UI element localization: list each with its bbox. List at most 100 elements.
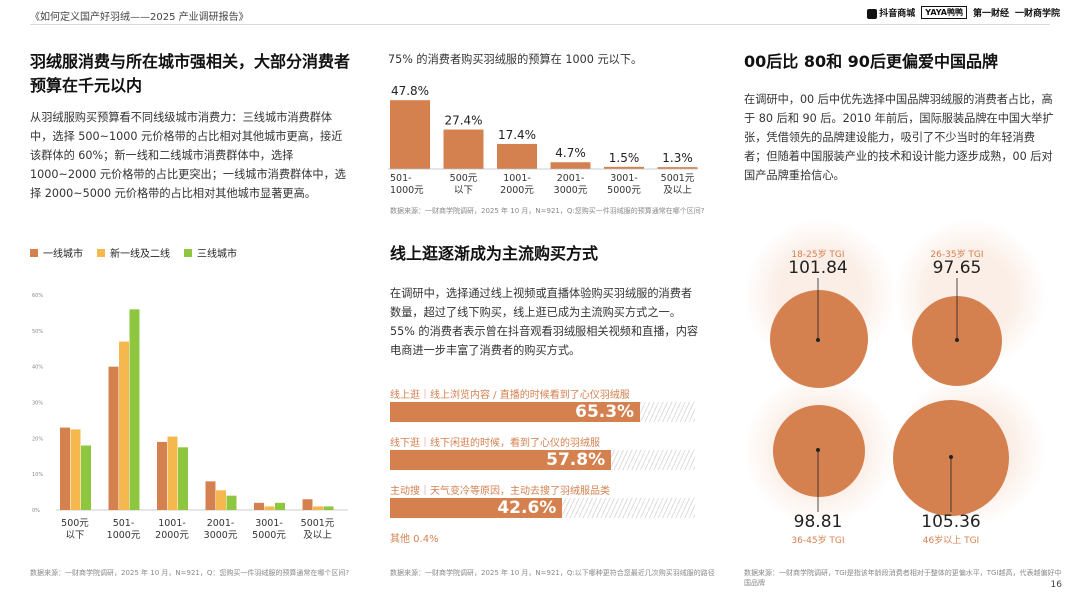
bar-一线城市 xyxy=(60,427,70,510)
y-tick-label: 0% xyxy=(32,508,40,514)
channel-value: 57.8% xyxy=(546,450,606,470)
budget-x-label: 501- xyxy=(390,173,412,184)
y-tick-label: 60% xyxy=(32,293,43,299)
douyin-icon xyxy=(867,8,878,19)
budget-bar xyxy=(443,129,484,169)
bar-新一线及二线 xyxy=(264,506,275,510)
bar-一线城市 xyxy=(205,481,216,510)
budget-value-label: 27.4% xyxy=(444,114,482,128)
legend-item: 三线城市 xyxy=(184,245,237,260)
legend-swatch xyxy=(184,248,192,257)
budget-x-label: 5000元 xyxy=(607,185,641,196)
tgi-age-label: 36-45岁 TGI xyxy=(791,536,845,546)
purchase-body: 在调研中，选择通过线上视频或直播体验购买羽绒服的消费者数量，超过了线下购买，线上… xyxy=(390,287,699,357)
bar-新一线及二线 xyxy=(70,429,81,510)
budget-value-label: 1.5% xyxy=(609,151,640,165)
tgi-value: 98.81 xyxy=(793,512,843,532)
y-tick-label: 20% xyxy=(32,436,43,442)
channel-other: 其他 0.4% xyxy=(390,534,439,545)
yicai-logo: 第一财经 xyxy=(972,9,1009,19)
channel-bar: 57.8% xyxy=(390,450,695,470)
x-tick-label: 5001元 xyxy=(301,518,335,529)
budget-bar xyxy=(390,100,430,169)
budget-value-label: 4.7% xyxy=(555,146,586,160)
left-column: 羽绒服消费与所在城市强相关，大部分消费者预算在千元以内 从羽绒服购买预算看不同线… xyxy=(30,50,350,203)
tgi-point xyxy=(816,338,820,342)
bar-三线城市 xyxy=(81,445,91,510)
document-title: 《如何定义国产好羽绒——2025 产业调研报告》 xyxy=(30,12,249,23)
bar-新一线及二线 xyxy=(313,506,323,510)
page-number: 16 xyxy=(1050,580,1062,590)
tgi-age-label: 46岁以上 TGI xyxy=(922,536,980,546)
x-tick-label: 3000元 xyxy=(204,530,238,541)
middle-column: 75% 的消费者购买羽绒服的预算在 1000 元以下。 xyxy=(388,50,698,69)
x-tick-label: 2001- xyxy=(207,518,235,529)
x-tick-label: 3001- xyxy=(255,518,283,529)
channel-bar: 65.3% xyxy=(390,402,695,422)
purchase-heading: 线上逛逐渐成为主流购买方式 xyxy=(390,244,599,263)
middle-source: 数据来源：一财商学院调研，2025 年 10 月，N=921，Q:以下哪种更符合… xyxy=(390,569,715,577)
left-heading: 羽绒服消费与所在城市强相关，大部分消费者预算在千元以内 xyxy=(30,52,351,95)
budget-x-label: 3001- xyxy=(610,173,638,184)
budget-x-label: 1001- xyxy=(503,173,531,184)
bar-新一线及二线 xyxy=(119,341,129,510)
budget-value-label: 47.8% xyxy=(391,84,429,98)
channel-bar-fill: 57.8% xyxy=(390,450,612,470)
budget-bar xyxy=(550,162,591,169)
x-tick-label: 5000元 xyxy=(252,530,286,541)
y-tick-label: 50% xyxy=(32,329,43,335)
right-column: 00后比 80和 90后更偏爱中国品牌 在调研中，00 后中优先选择中国品牌羽绒… xyxy=(744,50,1054,185)
tgi-value: 97.65 xyxy=(932,258,982,278)
channel-value: 42.6% xyxy=(497,498,557,518)
channel-bar-fill: 42.6% xyxy=(390,498,563,518)
budget-source: 数据来源：一财商学院调研，2025 年 10 月，N=921，Q:您购买一件羽绒… xyxy=(390,207,705,215)
x-tick-label: 1001- xyxy=(158,518,186,529)
tgi-point xyxy=(949,455,953,459)
right-heading: 00后比 80和 90后更偏爱中国品牌 xyxy=(744,52,998,71)
budget-x-label: 3000元 xyxy=(554,185,588,196)
x-tick-label: 2000元 xyxy=(155,530,189,541)
y-tick-label: 40% xyxy=(32,365,43,371)
tgi-point xyxy=(955,338,959,342)
partner-logos: 抖音商城 YAYA鸭鸭 第一财经 一财商学院 xyxy=(867,6,1060,19)
budget-value-label: 1.3% xyxy=(662,151,693,165)
bar-新一线及二线 xyxy=(216,490,226,510)
right-body: 在调研中，00 后中优先选择中国品牌羽绒服的消费者占比，高于 80 后和 90 … xyxy=(744,93,1054,182)
left-source: 数据来源：一财商学院调研，2025 年 10 月，N=921，Q：您购买一件羽绒… xyxy=(30,569,350,577)
x-tick-label: 1000元 xyxy=(107,530,141,541)
legend-item: 新一线及二线 xyxy=(97,245,170,260)
tgi-age-label: 18-25岁 TGI xyxy=(791,250,845,260)
tgi-point xyxy=(816,448,820,452)
budget-value-label: 17.4% xyxy=(498,128,536,142)
yicai-business-school-logo: 一财商学院 xyxy=(1014,9,1060,19)
header-divider xyxy=(30,24,1050,25)
budget-caption: 75% 的消费者购买羽绒服的预算在 1000 元以下。 xyxy=(388,53,643,66)
tgi-age-label: 26-35岁 TGI xyxy=(930,250,984,260)
bar-新一线及二线 xyxy=(167,436,178,510)
bar-三线城市 xyxy=(275,502,285,510)
budget-x-label: 2001- xyxy=(557,173,585,184)
budget-x-label: 及以上 xyxy=(663,185,692,196)
x-tick-label: 500元 xyxy=(61,518,89,529)
city-tier-legend: 一线城市 新一线及二线 三线城市 xyxy=(30,245,237,260)
x-tick-label: 以下 xyxy=(65,530,84,541)
x-tick-label: 501- xyxy=(113,518,135,529)
legend-swatch xyxy=(97,248,105,257)
left-body: 从羽绒服购买预算看不同线级城市消费力：三线城市消费群体中，选择 500~1000… xyxy=(30,111,346,200)
bar-一线城市 xyxy=(108,366,119,510)
budget-bar xyxy=(497,143,537,169)
budget-x-label: 5001元 xyxy=(661,173,695,184)
bar-三线城市 xyxy=(129,309,140,510)
channel-label: 线下逛｜线下闲逛的时候，看到了心仪的羽绒服 xyxy=(390,438,600,449)
bar-三线城市 xyxy=(226,495,237,510)
channel-value: 65.3% xyxy=(575,402,635,422)
y-tick-label: 10% xyxy=(32,472,43,478)
budget-bar xyxy=(657,167,698,169)
legend-item: 一线城市 xyxy=(30,245,83,260)
budget-x-label: 1000元 xyxy=(390,185,424,196)
bar-一线城市 xyxy=(254,502,264,510)
channel-bar: 42.6% xyxy=(390,498,695,518)
